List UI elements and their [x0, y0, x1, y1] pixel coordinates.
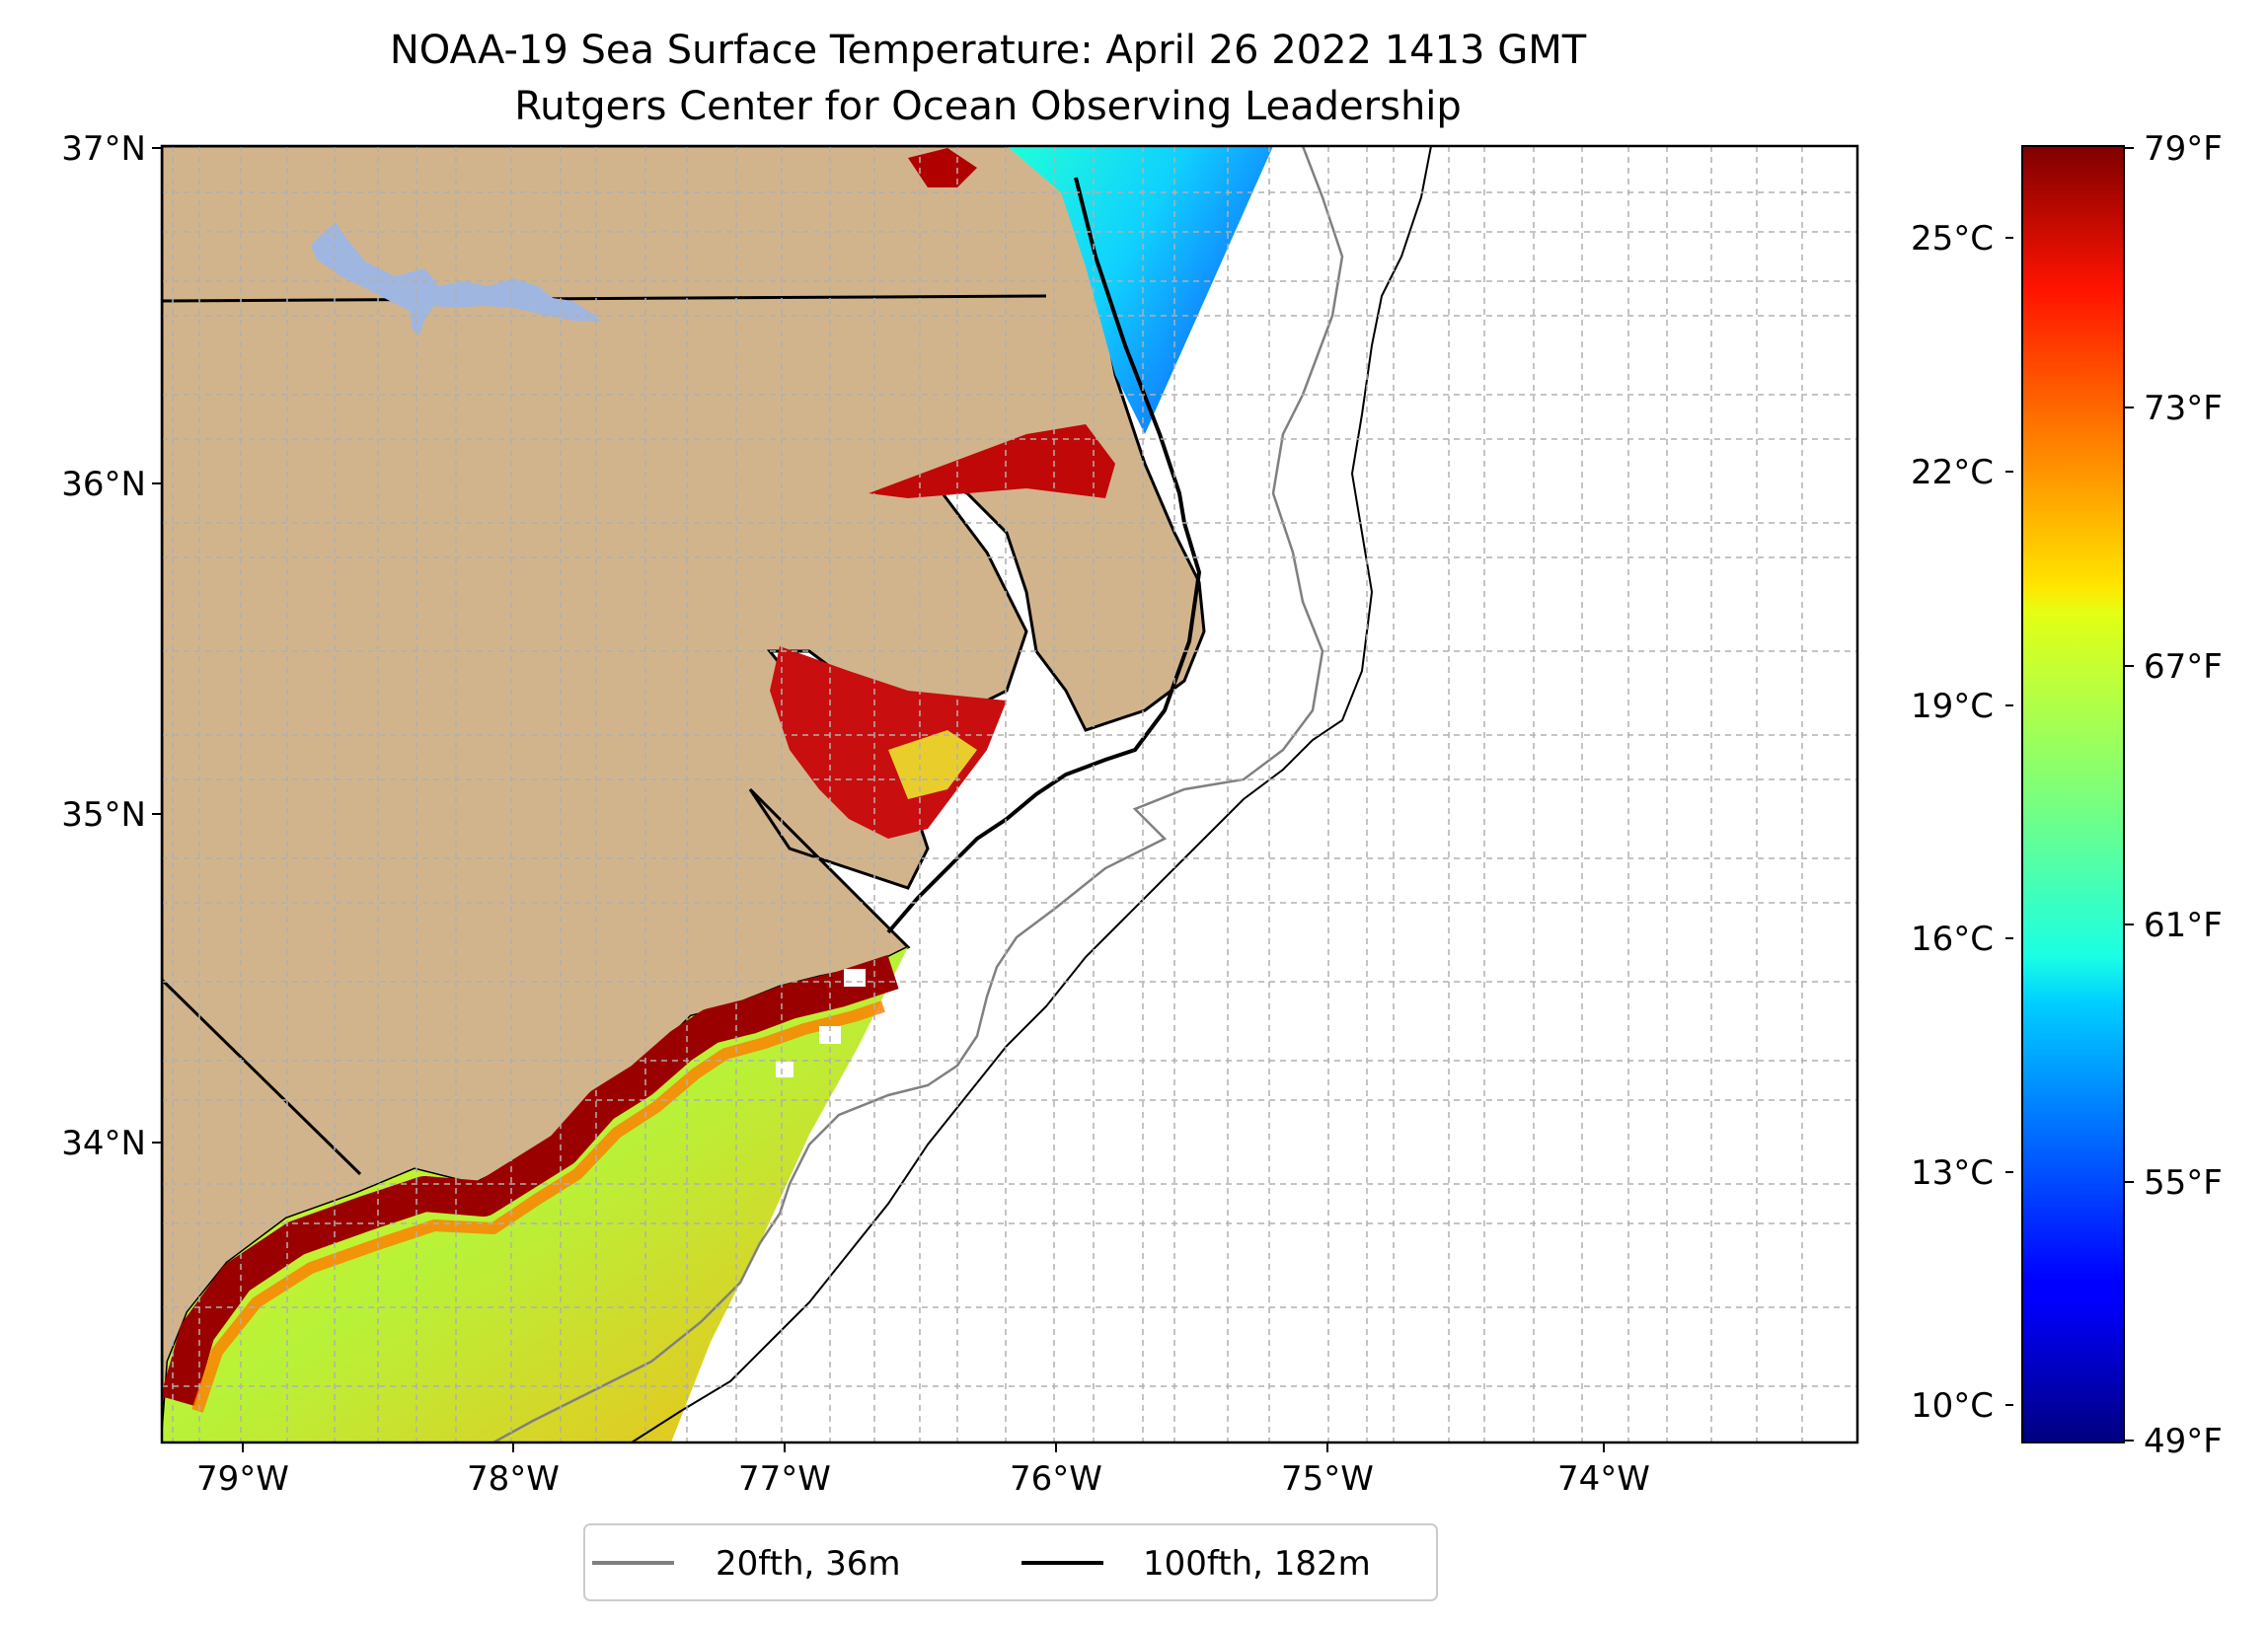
contour-100fth	[631, 146, 1432, 1442]
legend: 20fth, 36m 100fth, 182m	[583, 1523, 1438, 1601]
lat-tick-label: 36°N	[61, 465, 146, 504]
colorbar-f-label: 55°F	[2144, 1163, 2223, 1203]
colorbar-c-label: 25°C	[1911, 219, 1994, 259]
sst-swath-north	[1007, 146, 1273, 434]
lon-ticks	[242, 1442, 1605, 1452]
colorbar-c-label: 10°C	[1911, 1386, 1994, 1426]
lat-tick-label: 35°N	[61, 795, 146, 835]
graticule	[162, 146, 1857, 1442]
colorbar-f-label: 79°F	[2144, 129, 2223, 169]
lon-tick-label: 77°W	[738, 1459, 831, 1499]
title-line-2: Rutgers Center for Ocean Observing Leade…	[514, 84, 1462, 129]
sst-yellow-pamlico	[888, 730, 977, 799]
cloud-gap	[844, 969, 866, 987]
lon-tick-label: 76°W	[1010, 1459, 1102, 1499]
sst-coastal-orange-band	[191, 1000, 885, 1413]
state-border-nc-sc	[162, 978, 362, 1176]
barrier-islands	[886, 177, 1202, 934]
colorbar-f-label: 61°F	[2144, 906, 2223, 945]
colorbar: 79°F 73°F 67°F 61°F 55°F 49°F 25°C 22°C …	[1911, 129, 2223, 1461]
cloud-gap	[819, 1026, 841, 1044]
map-frame	[160, 144, 1859, 1444]
sst-warm-sound-north	[908, 148, 977, 187]
lon-tick-label: 75°W	[1281, 1459, 1374, 1499]
legend-label-20fth: 20fth, 36m	[716, 1544, 901, 1584]
colorbar-c-label: 22°C	[1911, 453, 1994, 492]
colorbar-c-label: 16°C	[1911, 920, 1994, 959]
lon-tick-label: 79°W	[196, 1459, 289, 1499]
colorbar-f-label: 67°F	[2144, 647, 2223, 687]
contour-20fth	[492, 146, 1344, 1442]
title-line-1: NOAA-19 Sea Surface Temperature: April 2…	[390, 28, 1587, 73]
legend-label-100fth: 100fth, 182m	[1143, 1544, 1371, 1584]
lon-tick-label: 78°W	[467, 1459, 560, 1499]
cloud-gap	[776, 1062, 794, 1077]
map-panel	[162, 146, 1857, 1442]
colorbar-c-label: 19°C	[1911, 687, 1994, 726]
lat-tick-label: 37°N	[61, 129, 146, 169]
lake	[311, 222, 602, 335]
state-border-va-nc	[162, 294, 1047, 303]
colorbar-gradient	[2021, 145, 2125, 1443]
sst-warm-pamlico	[770, 646, 1007, 839]
legend-box	[583, 1523, 1438, 1601]
lat-tick-label: 34°N	[61, 1124, 146, 1163]
colorbar-f-label: 73°F	[2144, 389, 2223, 428]
colorbar-c-label: 13°C	[1911, 1153, 1994, 1193]
colorbar-ticks-c	[2005, 237, 2013, 1406]
colorbar-f-label: 49°F	[2144, 1422, 2223, 1461]
sst-coastal-warm-band	[162, 954, 899, 1406]
lat-ticks	[152, 147, 162, 1144]
colorbar-ticks-f	[2124, 147, 2134, 1441]
lon-tick-label: 74°W	[1557, 1459, 1650, 1499]
